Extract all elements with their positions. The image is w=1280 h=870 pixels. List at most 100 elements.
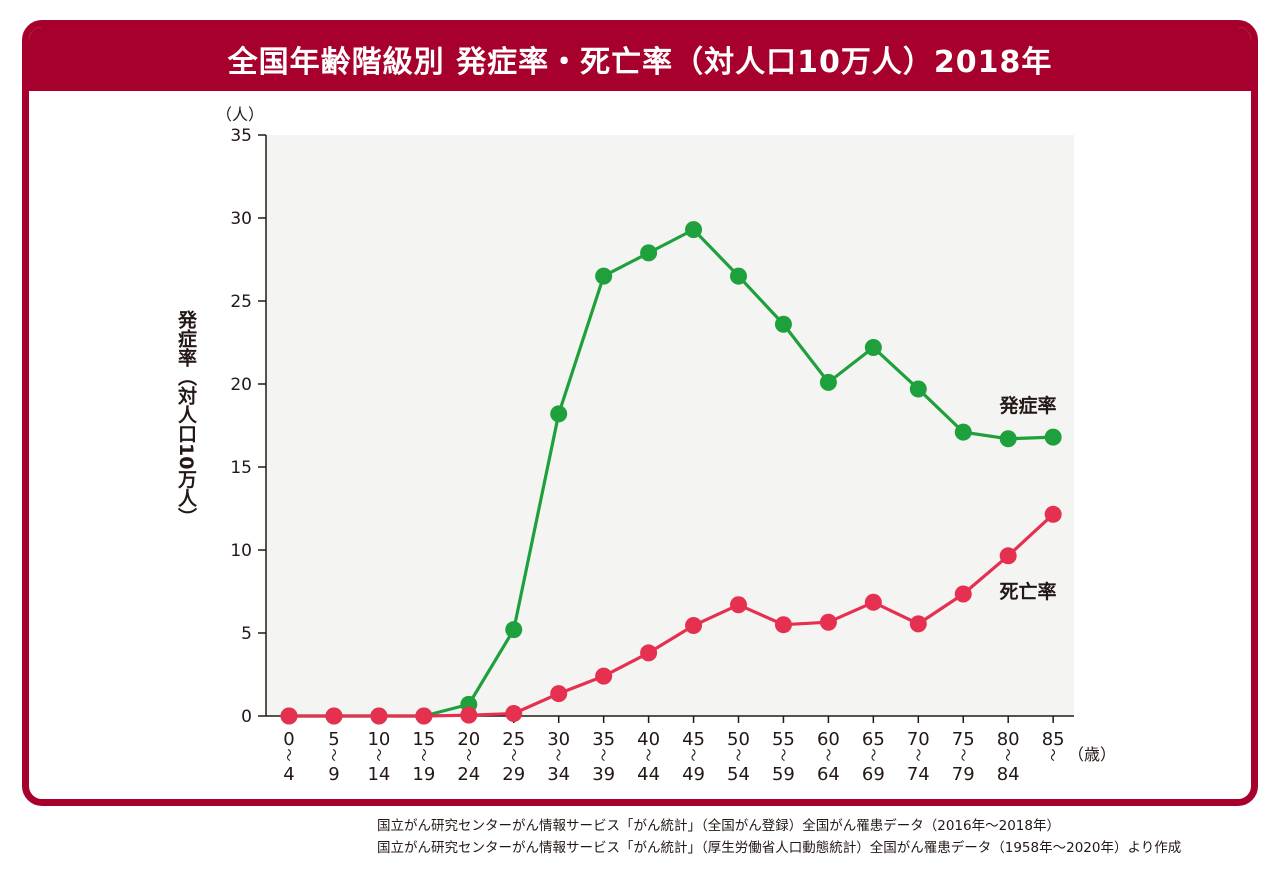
series-1-point	[909, 380, 927, 398]
x-tick-label-to: 39	[592, 764, 615, 785]
x-tick-range-mark: ～	[954, 748, 969, 761]
series-2-point	[909, 615, 927, 633]
chart-title: 全国年齢階級別 発症率・死亡率（対人口10万人）2018年	[29, 27, 1251, 91]
y-unit-label: （人）	[216, 105, 264, 124]
series-2-point	[685, 617, 703, 635]
x-tick-label-from: 15	[412, 729, 435, 750]
x-tick-label-to: 9	[328, 764, 339, 785]
x-tick-label-from: 45	[682, 729, 705, 750]
x-tick-range-mark: ～	[999, 748, 1014, 761]
x-tick-label-from: 55	[772, 729, 795, 750]
x-tick-range-mark: ～	[730, 748, 745, 761]
x-tick-label-from: 50	[727, 729, 750, 750]
x-tick-label-to: 74	[907, 764, 930, 785]
x-tick-label-to: 79	[952, 764, 975, 785]
x-tick-range-mark: ～	[460, 748, 475, 761]
x-tick-range-mark: ～	[819, 748, 834, 761]
x-tick-label-from: 25	[502, 729, 525, 750]
x-tick-range-mark: ～	[685, 748, 700, 761]
x-tick-label-from: 65	[862, 729, 885, 750]
x-tick-label-from: 10	[367, 729, 390, 750]
x-tick-label-from: 5	[328, 729, 339, 750]
x-tick-label-from: 60	[817, 729, 840, 750]
series-2-point	[819, 613, 837, 631]
series-2-point	[730, 596, 747, 614]
x-tick-label-from: 75	[952, 729, 975, 750]
source-note-2: 国立がん研究センターがん情報サービス「がん統計」（厚生労働省人口動態統計）全国が…	[377, 840, 1182, 856]
x-tick-label-from: 80	[997, 729, 1020, 750]
x-tick-label-to: 34	[547, 764, 570, 785]
x-tick-label-to: 84	[997, 764, 1020, 785]
x-tick-label-to: 4	[283, 764, 294, 785]
y-tick-label: 5	[241, 624, 252, 644]
series-1-point	[505, 621, 523, 639]
series-2-point	[280, 707, 298, 725]
x-tick-range-mark: ～	[640, 748, 655, 761]
x-tick-range-mark: ～	[595, 748, 610, 761]
x-tick-label-to: 59	[772, 764, 795, 785]
series-1-point	[550, 405, 568, 423]
series-2-point	[999, 547, 1017, 565]
x-tick-range-mark: ～	[415, 748, 430, 761]
series-1-point	[999, 430, 1017, 448]
series-2-point	[1044, 505, 1062, 523]
y-tick-label: 15	[230, 458, 252, 478]
x-tick-range-mark: ～	[550, 748, 565, 761]
series-1-point	[685, 221, 703, 239]
x-tick-range-mark: ～	[370, 748, 385, 761]
series-1-point	[730, 267, 747, 285]
x-tick-range-mark: ～	[1044, 748, 1059, 761]
series-label-2: 死亡率	[999, 580, 1056, 603]
plot-area	[266, 135, 1074, 716]
series-2-point	[505, 705, 523, 723]
series-2-point	[640, 644, 658, 662]
y-axis-label: 発症率（対人口10万人）	[175, 309, 198, 527]
x-tick-label-from: 85	[1042, 729, 1065, 750]
x-tick-label-from: 30	[547, 729, 570, 750]
series-label-1: 発症率	[998, 394, 1056, 417]
x-tick-label-to: 49	[682, 764, 705, 785]
x-unit-label: （歳）	[1068, 745, 1116, 764]
series-1-point	[1044, 428, 1062, 446]
x-tick-range-mark: ～	[280, 748, 295, 761]
series-2-point	[864, 593, 882, 611]
source-note-1: 国立がん研究センターがん情報サービス「がん統計」（全国がん登録）全国がん罹患デー…	[377, 818, 1060, 834]
series-1-point	[640, 244, 658, 262]
series-2-point	[595, 667, 613, 685]
x-tick-label-from: 70	[907, 729, 930, 750]
x-tick-label-to: 29	[502, 764, 525, 785]
x-tick-range-mark: ～	[774, 748, 789, 761]
x-tick-label-to: 19	[412, 764, 435, 785]
series-1-point	[774, 315, 792, 333]
x-tick-label-to: 44	[637, 764, 660, 785]
series-2-point	[460, 706, 478, 724]
series-2-point	[415, 707, 433, 725]
series-2-point	[550, 685, 568, 703]
y-tick-label: 25	[230, 292, 252, 312]
x-tick-range-mark: ～	[505, 748, 520, 761]
series-2-point	[370, 707, 388, 725]
x-tick-label-to: 14	[367, 764, 390, 785]
x-tick-label-from: 35	[592, 729, 615, 750]
source-notes: 国立がん研究センターがん情報サービス「がん統計」（全国がん登録）全国がん罹患デー…	[377, 815, 1181, 859]
series-1-point	[954, 423, 972, 441]
y-tick-label: 0	[241, 707, 252, 727]
x-tick-range-mark: ～	[909, 748, 924, 761]
x-tick-label-to: 24	[457, 764, 480, 785]
x-tick-label-from: 40	[637, 729, 660, 750]
x-tick-label-from: 20	[457, 729, 480, 750]
series-1-point	[864, 338, 882, 356]
y-tick-label: 35	[230, 126, 252, 146]
series-1-point	[595, 267, 613, 285]
x-tick-label-to: 64	[817, 764, 840, 785]
x-tick-range-mark: ～	[325, 748, 340, 761]
x-tick-label-to: 69	[862, 764, 885, 785]
x-tick-label-from: 0	[283, 729, 294, 750]
x-tick-range-mark: ～	[864, 748, 879, 761]
y-tick-label: 20	[230, 375, 252, 395]
x-tick-label-to: 54	[727, 764, 750, 785]
series-2-point	[954, 585, 972, 603]
series-2-point	[774, 616, 792, 634]
series-2-point	[325, 707, 343, 725]
